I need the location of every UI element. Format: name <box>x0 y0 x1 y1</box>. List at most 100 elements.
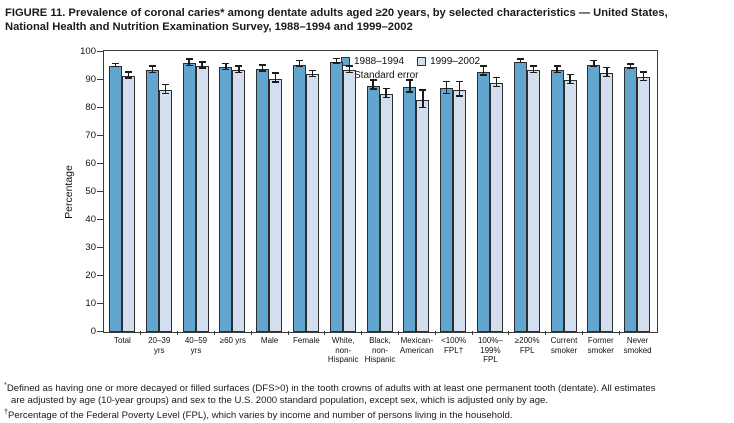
bar-1999–2002-10 <box>490 82 503 332</box>
error-bar-stem <box>495 77 498 86</box>
bar-1988–1994-5 <box>293 64 306 332</box>
error-bar-stem <box>298 60 301 67</box>
x-tick-mark <box>177 330 179 335</box>
bar-1988–1994-8 <box>403 87 417 332</box>
x-tick-label-line: Hispanic <box>327 355 359 364</box>
y-tick-label: 60 <box>85 157 96 169</box>
x-tick-label-line: Never <box>626 336 649 345</box>
x-tick-mark <box>140 330 142 335</box>
error-bar-cap <box>603 75 611 78</box>
error-bar-cap <box>419 106 427 108</box>
bar-1999–2002-0 <box>122 75 135 332</box>
x-tick-label: 40–59 yrs <box>171 336 222 355</box>
bar-1988–1994-4 <box>256 68 270 332</box>
bar-1988–1994-12 <box>550 70 564 332</box>
x-tick-label: White, non- Hispanic <box>318 336 369 365</box>
y-tick-label: 40 <box>85 213 96 225</box>
x-tick-label-line: White, <box>331 336 355 345</box>
y-tick-mark <box>96 162 103 164</box>
error-bar-cap <box>125 77 132 79</box>
x-tick-label-line: American <box>399 345 434 355</box>
bar-1999–2002-3 <box>232 70 246 332</box>
error-bar-cap <box>272 81 280 83</box>
error-bar-stem <box>274 73 277 82</box>
footnote-text-3: Percentage of the Federal Poverty Level … <box>8 410 513 422</box>
bar-1999–2002-6 <box>342 70 356 332</box>
x-tick-label-line: FPL† <box>444 345 464 355</box>
x-tick-label: Black, non- Hispanic <box>355 336 406 365</box>
error-bar-cap <box>125 71 132 73</box>
error-bar-stem <box>311 70 314 77</box>
error-bar-cap <box>259 70 267 72</box>
error-bar-cap <box>198 67 206 69</box>
bar-1999–2002-1 <box>158 89 172 332</box>
legend-swatch-1988-1994 <box>341 56 350 66</box>
y-tick-label: 20 <box>85 269 96 281</box>
error-bar-stem <box>348 66 351 72</box>
error-bar-stem <box>201 62 203 68</box>
footnote-marker-dagger: † <box>4 407 8 417</box>
error-bar-cap <box>161 92 169 94</box>
error-bar-stem <box>261 65 264 71</box>
bar-1999–2002-8 <box>416 99 430 332</box>
x-tick-label: Mexican- American <box>391 336 442 355</box>
y-tick-label: 80 <box>85 101 96 113</box>
error-bar-stem <box>114 63 117 67</box>
error-bar-stem <box>593 60 595 67</box>
x-tick-label-line: Hispanic <box>364 355 396 364</box>
x-tick-label: Current smoker <box>539 336 590 355</box>
footnote-line-2: are adjusted by age (10-year groups) and… <box>4 395 656 407</box>
x-tick-mark <box>361 330 363 335</box>
footnote-marker-asterisk: * <box>4 380 7 389</box>
error-bar-cap <box>640 79 648 82</box>
x-tick-label: Never smoked <box>612 336 663 355</box>
error-bar-cap <box>443 80 451 83</box>
x-tick-label-line: yrs <box>153 345 165 355</box>
legend-standard-error-row: Standard error <box>341 68 493 82</box>
x-tick-label-line: ≥200% <box>514 336 540 345</box>
x-tick-label: Former smoker <box>575 336 626 355</box>
bar-1988–1994-7 <box>366 85 380 332</box>
x-tick-label: <100% FPL† <box>428 336 479 355</box>
y-tick-mark <box>96 246 103 248</box>
error-bar-cap <box>148 65 156 67</box>
y-tick-label: 10 <box>85 297 96 309</box>
error-bar-cap <box>406 91 414 93</box>
error-bar-cap <box>456 95 464 97</box>
x-tick-mark <box>213 330 215 335</box>
legend-swatch-1999-2002 <box>417 56 427 66</box>
bar-1988–1994-14 <box>624 67 638 332</box>
x-tick-label-line: ≥60 yrs <box>219 336 246 345</box>
x-tick-mark <box>471 330 473 335</box>
plot-area: 1988–1994 1999–2002 Standard error 0 10 20… <box>80 46 658 364</box>
x-tick-mark <box>250 330 252 335</box>
error-bar-cap <box>419 89 427 91</box>
error-bar-stem <box>606 67 608 77</box>
x-tick-label-line: FPL <box>519 345 535 355</box>
error-bar-cap <box>566 73 574 76</box>
x-tick-label-line: smoker <box>550 345 578 355</box>
error-bar-stem <box>556 66 558 72</box>
error-bar-cap <box>296 59 303 62</box>
x-tick-label-line: 20–39 <box>148 336 171 345</box>
x-tick-label: Total <box>97 336 148 346</box>
x-tick-mark <box>581 330 583 335</box>
y-tick-label: 100 <box>80 45 96 57</box>
error-bar-cap <box>603 66 611 69</box>
error-bar-cap <box>590 59 598 62</box>
footnotes: *Defined as having one or more decayed o… <box>4 379 656 422</box>
x-tick-label-line: smoked <box>623 345 652 355</box>
bar-1988–1994-0 <box>109 66 122 332</box>
bar-1999–2002-7 <box>379 94 393 332</box>
y-tick-mark <box>96 302 103 304</box>
bar-1988–1994-9 <box>440 88 454 332</box>
error-bar-stem <box>188 59 190 65</box>
error-bar-stem <box>642 72 645 81</box>
bar-1988–1994-6 <box>329 61 343 332</box>
x-tick-mark <box>545 330 547 335</box>
error-bar-stem <box>238 66 240 72</box>
error-bar-cap <box>480 65 487 67</box>
x-tick-label: ≥200% FPL <box>502 336 553 355</box>
error-bar-stem <box>151 66 154 72</box>
